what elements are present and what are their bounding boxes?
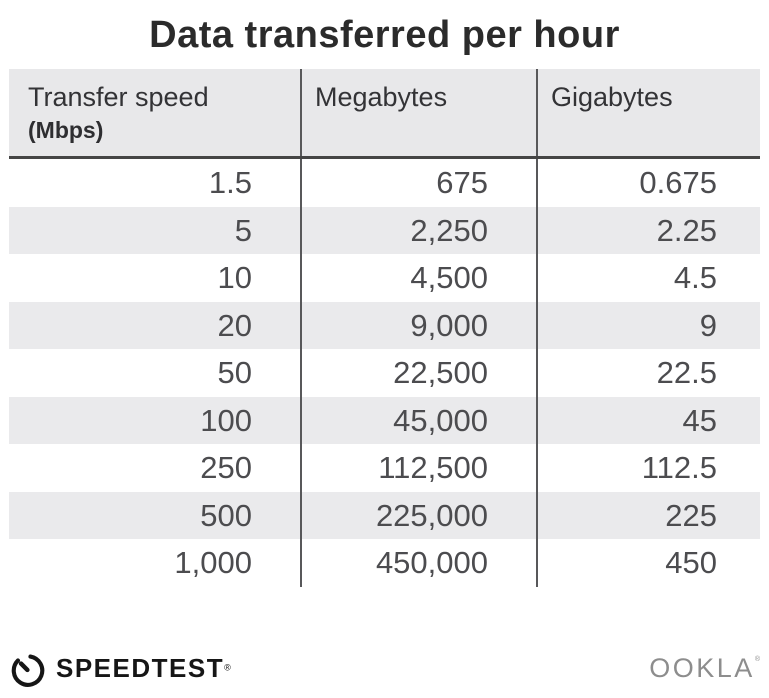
cell-megabytes: 2,250 [302, 206, 538, 254]
cell-megabytes: 22,500 [302, 349, 538, 397]
cell-gigabytes: 9 [699, 307, 717, 343]
cell-transfer-speed: 500 [9, 491, 302, 539]
cell-transfer-speed: 20 [9, 301, 302, 349]
cell-transfer-speed: 250 [9, 444, 302, 492]
table-row: 1,000 450,000 450 [9, 539, 760, 587]
cell-gigabytes: 4.5 [673, 260, 717, 295]
cell-transfer-speed: 50 [9, 349, 302, 397]
table-row: 50 22,500 22.5 [9, 349, 760, 397]
cell-megabytes: 9,000 [302, 301, 538, 349]
speedtest-wordmark-text: SPEEDTEST [56, 653, 225, 683]
page-title: Data transferred per hour [149, 14, 620, 56]
cell-gigabytes: 0.675 [639, 165, 717, 200]
cell-megabytes: 45,000 [302, 396, 538, 444]
cell-gigabytes: 45 [682, 402, 717, 438]
header-transfer-speed: Transfer speed (Mbps) [9, 69, 302, 156]
cell-transfer-speed: 100 [9, 396, 302, 444]
data-table: Transfer speed (Mbps) Megabytes Gigabyte… [9, 69, 760, 587]
cell-gigabytes: 2.25 [656, 212, 717, 248]
cell-megabytes: 225,000 [302, 491, 538, 539]
cell-transfer-speed: 1,000 [9, 539, 302, 587]
ookla-wordmark-text: OOKLA [649, 653, 755, 683]
cell-gigabytes: 450 [665, 545, 717, 580]
table-row: 100 45,000 45 [9, 396, 760, 444]
cell-megabytes: 450,000 [302, 539, 538, 587]
ookla-logo: OOKLA ® [649, 653, 760, 684]
cell-megabytes: 675 [302, 159, 538, 207]
table-row: 1.5 675 0.675 [9, 159, 760, 207]
cell-transfer-speed: 10 [9, 254, 302, 302]
cell-megabytes: 112,500 [302, 444, 538, 492]
cell-gigabytes: 112.5 [641, 450, 717, 485]
infographic-page: Data transferred per hour Transfer speed… [0, 16, 769, 698]
header-mbps-unit: (Mbps) [28, 117, 104, 143]
header-gigabytes: Gigabytes [551, 82, 673, 112]
cell-megabytes: 4,500 [302, 254, 538, 302]
speedtest-gauge-icon [11, 653, 45, 687]
cell-transfer-speed: 5 [9, 206, 302, 254]
speedtest-logo: SPEEDTEST® [9, 650, 231, 688]
table-row: 20 9,000 9 [9, 301, 760, 349]
footer: SPEEDTEST® OOKLA ® [9, 650, 760, 688]
cell-gigabytes: 22.5 [656, 355, 717, 390]
table-row: 5 2,250 2.25 [9, 206, 760, 254]
header-transfer-speed-label: Transfer speed [28, 82, 209, 112]
speedtest-wordmark: SPEEDTEST® [56, 653, 231, 684]
ookla-registered-mark: ® [754, 656, 760, 663]
table-row: 250 112,500 112.5 [9, 444, 760, 492]
speedtest-registered-mark: ® [224, 662, 231, 673]
table-header-row: Transfer speed (Mbps) Megabytes Gigabyte… [9, 69, 760, 159]
cell-transfer-speed: 1.5 [9, 159, 302, 207]
table-row: 10 4,500 4.5 [9, 254, 760, 302]
table-row: 500 225,000 225 [9, 491, 760, 539]
cell-gigabytes: 225 [665, 497, 717, 533]
header-megabytes: Megabytes [302, 69, 538, 156]
